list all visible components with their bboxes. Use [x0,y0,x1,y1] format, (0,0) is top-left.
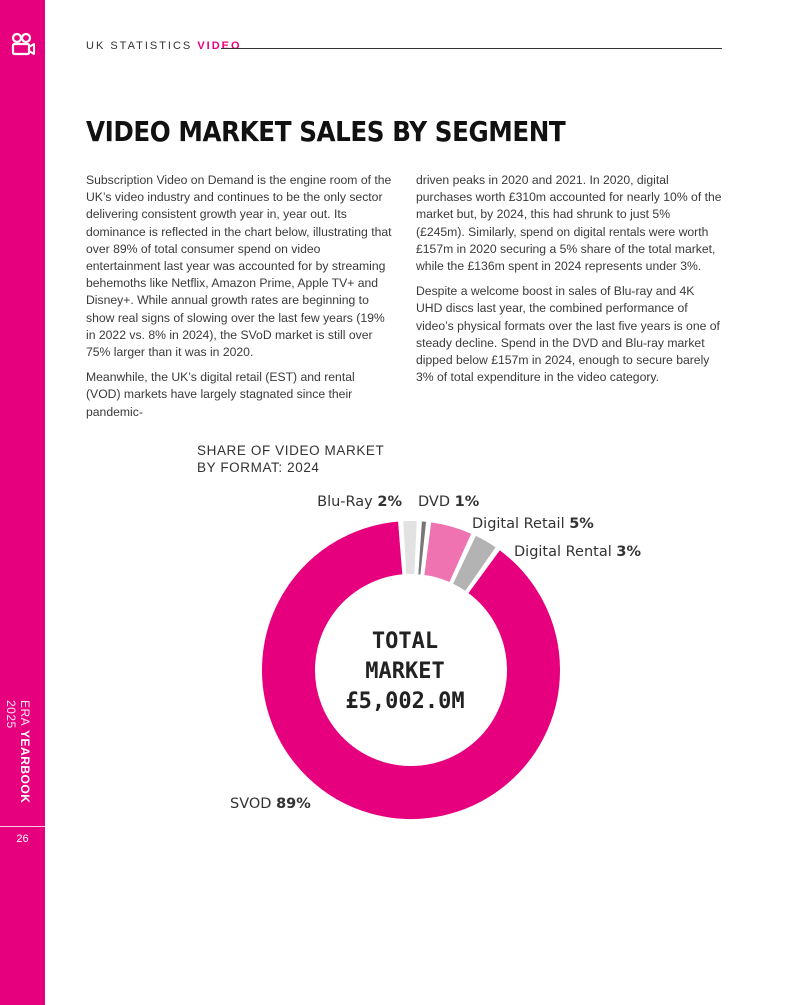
slice-blu-ray [401,519,419,577]
center-label-line: TOTAL [372,629,438,654]
header-rule [221,48,722,49]
slice-digital-retail [422,520,474,585]
body-paragraph: Meanwhile, the UK’s digital retail (EST)… [86,370,355,419]
body-paragraph: Subscription Video on Demand is the engi… [86,173,392,360]
slice-svod [260,519,562,821]
body-right-column: driven peaks in 2020 and 2021. In 2020, … [416,172,722,394]
center-label-line: £5,002.0M [345,689,464,714]
body-paragraph: Despite a welcome boost in sales of Blu-… [416,284,720,385]
page-title: VIDEO MARKET SALES BY SEGMENT [86,115,566,148]
section-header: UK STATISTICS VIDEO [86,40,722,54]
body-left-column: Subscription Video on Demand is the engi… [86,172,392,429]
label-svod: SVOD 89% [230,796,311,812]
video-camera-icon [11,32,35,56]
label-digital-rental: Digital Rental 3% [514,544,641,560]
header-accent: VIDEO [197,40,242,52]
page-number: 26 [16,833,29,845]
label-digital-retail: Digital Retail 5% [472,516,594,532]
center-label-line: MARKET [365,659,444,684]
chart-title: SHARE OF VIDEO MARKET BY FORMAT: 2024 [197,443,385,475]
sidebar-brand: ERA YEARBOOK 2025 [4,700,32,804]
header-label: UK STATISTICS VIDEO [86,40,242,52]
label-dvd: DVD 1% [418,494,480,510]
sidebar-divider [0,826,45,827]
body-paragraph: driven peaks in 2020 and 2021. In 2020, … [416,173,722,274]
sidebar: ERA YEARBOOK 2025 26 [0,0,45,1005]
slice-digital-rental [450,533,499,594]
slice-dvd [416,519,429,577]
label-blu-ray: Blu-Ray 2% [317,494,402,510]
